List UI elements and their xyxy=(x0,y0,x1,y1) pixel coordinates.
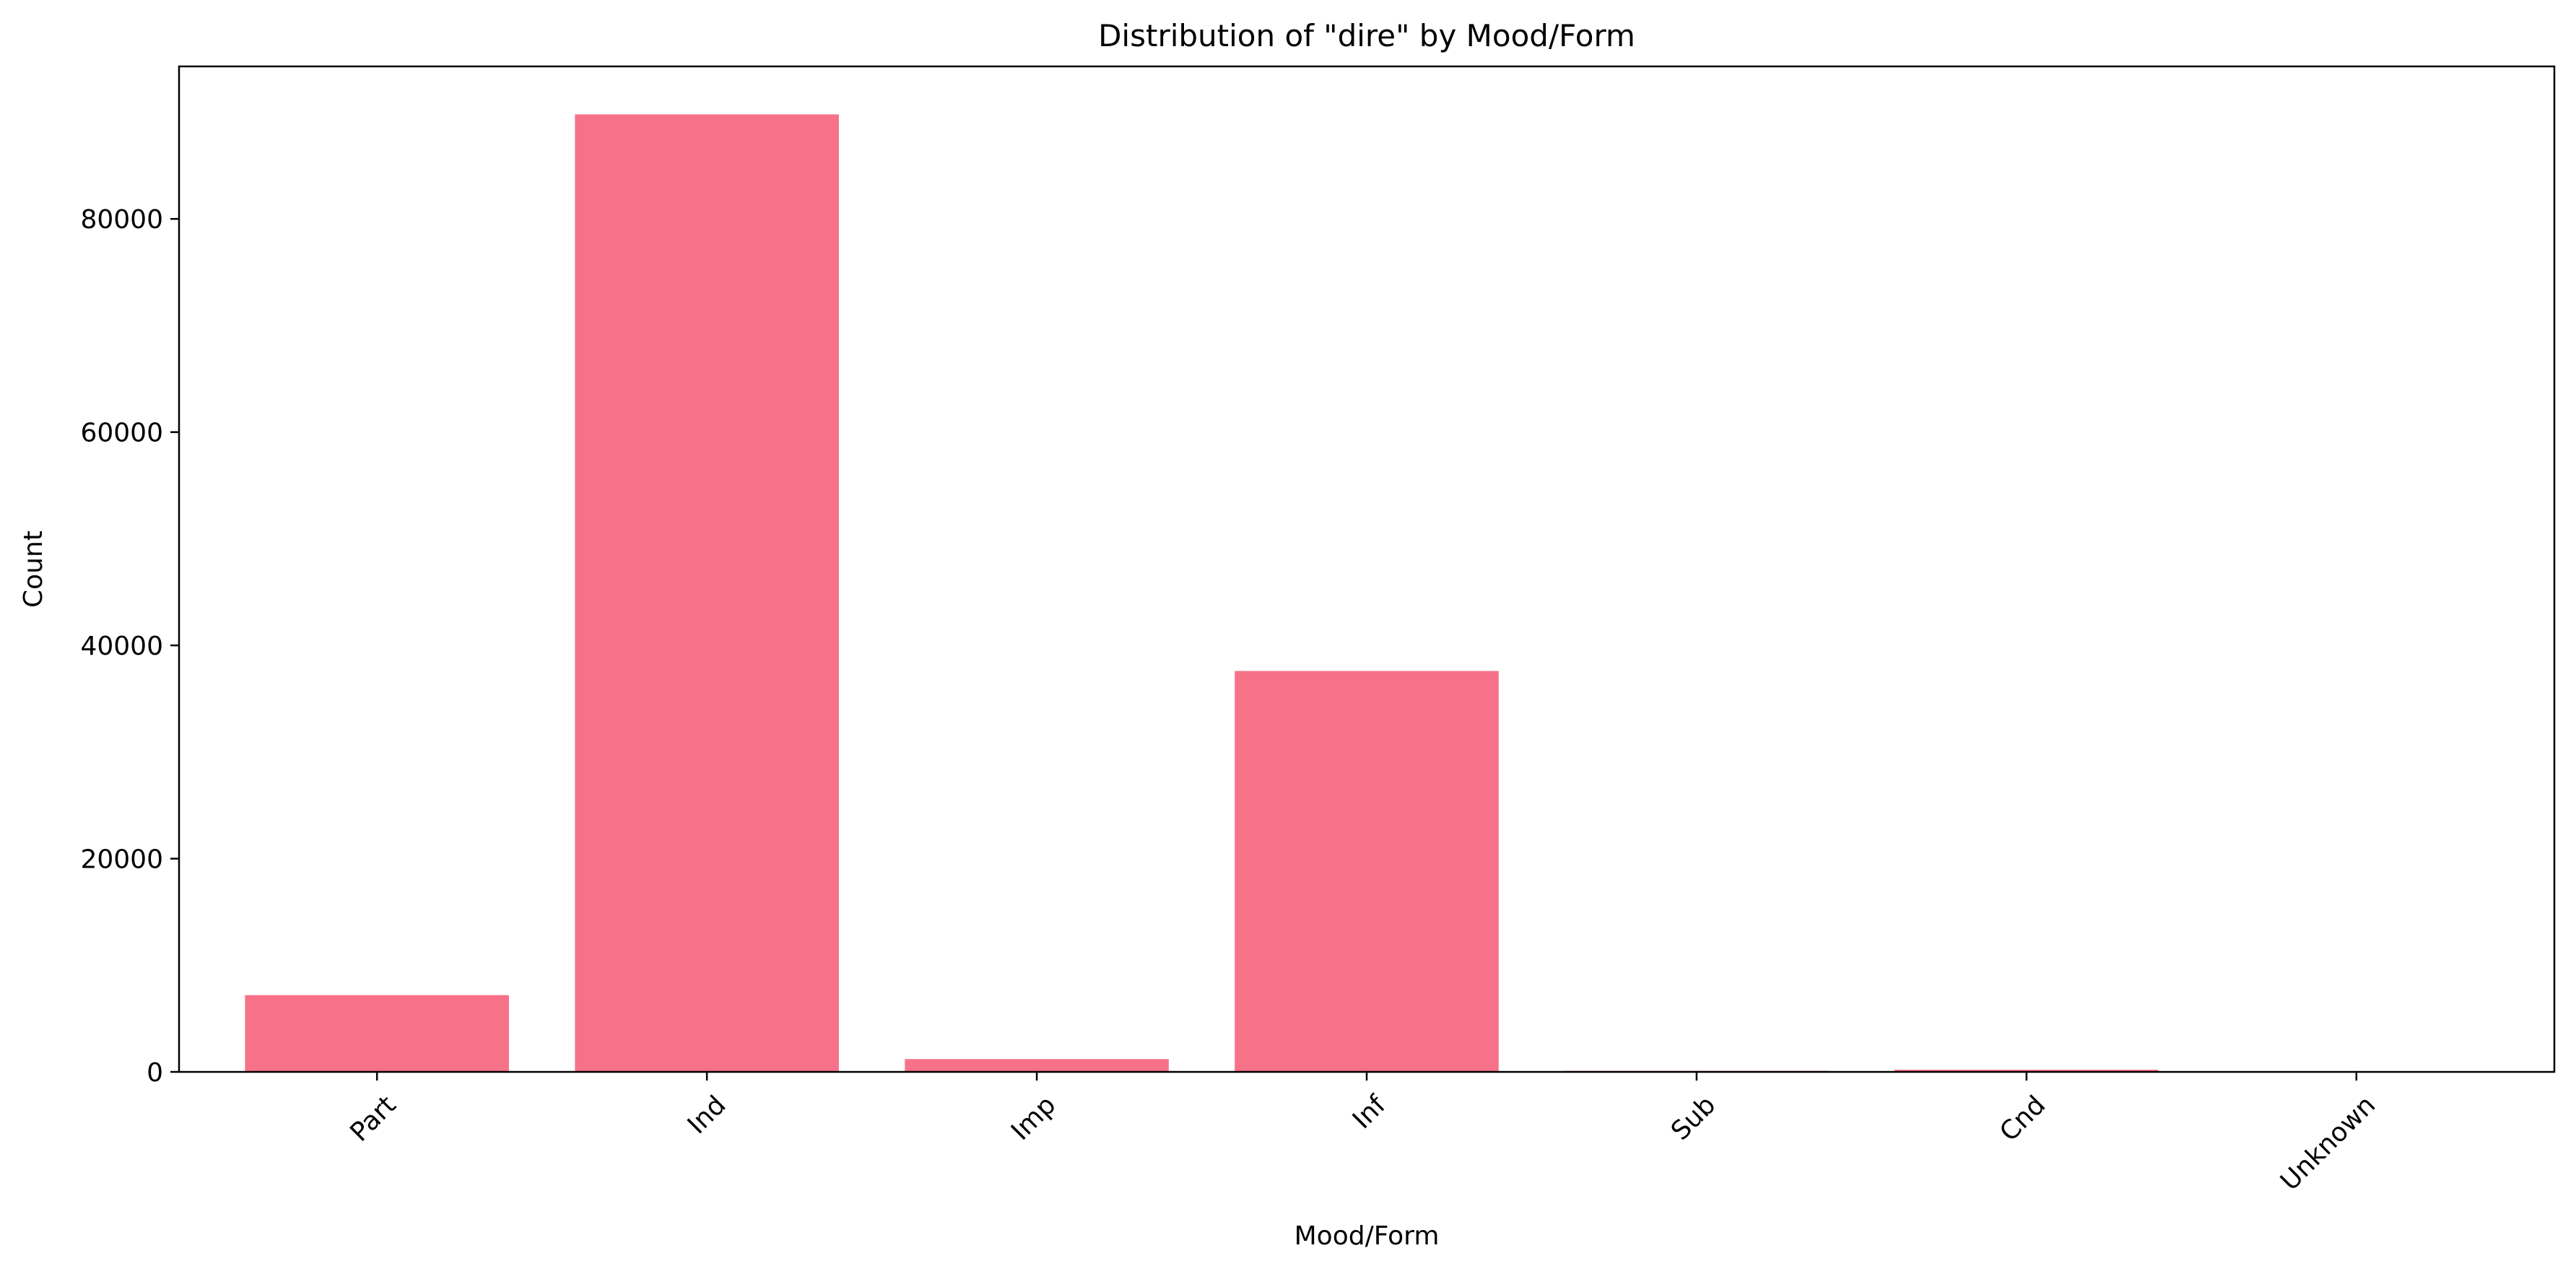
x-tick-label-inf: Inf xyxy=(1347,1090,1393,1135)
bar-ind xyxy=(575,114,839,1073)
chart-title: Distribution of "dire" by Mood/Form xyxy=(1098,18,1635,53)
bars-group xyxy=(245,114,2159,1073)
x-tick-label-unknown: Unknown xyxy=(2275,1090,2381,1196)
x-tick-label-cnd: Cnd xyxy=(1994,1090,2051,1147)
bar-imp xyxy=(905,1059,1169,1072)
bar-cnd xyxy=(1894,1070,2159,1072)
x-tick-label-ind: Ind xyxy=(682,1090,732,1140)
y-axis-label: Count xyxy=(19,531,48,608)
y-tick-label: 80000 xyxy=(80,205,163,235)
y-axis-ticks: 0 20000 40000 60000 80000 xyxy=(80,205,179,1088)
x-axis-label: Mood/Form xyxy=(1294,1221,1440,1251)
x-axis-ticks: Part Ind Imp Inf Sub Cnd Unknown xyxy=(344,1072,2381,1197)
bar-part xyxy=(245,995,509,1072)
plot-frame xyxy=(178,65,2556,1073)
y-tick-label: 60000 xyxy=(80,419,163,448)
x-tick-label-part: Part xyxy=(344,1090,401,1147)
y-tick-label: 40000 xyxy=(80,632,163,661)
y-tick-label: 0 xyxy=(147,1058,163,1088)
x-tick-label-sub: Sub xyxy=(1666,1090,1721,1146)
y-tick-label: 20000 xyxy=(80,845,163,875)
bar-inf xyxy=(1235,671,1499,1072)
x-tick-label-imp: Imp xyxy=(1006,1090,1061,1146)
